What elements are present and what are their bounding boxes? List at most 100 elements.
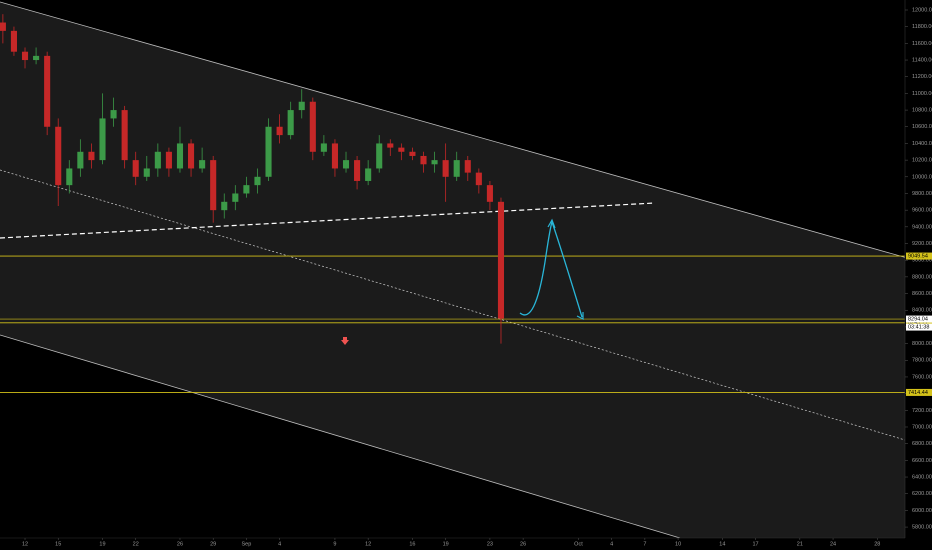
- candle-body: [420, 155, 427, 165]
- x-tick-label: 12: [365, 541, 371, 547]
- candle-body: [188, 143, 195, 169]
- y-tick-label: 6800.00: [912, 441, 932, 447]
- y-tick-label: 6000.00: [912, 508, 932, 514]
- x-tick-label: 10: [675, 541, 681, 547]
- level-tag: [906, 388, 932, 396]
- candle-body: [276, 126, 283, 136]
- y-tick-label: 5800.00: [912, 525, 932, 531]
- candle-body: [464, 160, 471, 173]
- time-axis: [0, 538, 932, 550]
- x-tick-label: 12: [22, 541, 28, 547]
- levels: [0, 255, 905, 393]
- x-tick-label: 29: [210, 541, 216, 547]
- candle-body: [243, 185, 250, 194]
- candle-body: [365, 168, 372, 181]
- x-tick-label: 4: [278, 541, 281, 547]
- trend-line: [0, 202, 656, 239]
- y-tick-label: 10600.00: [912, 124, 932, 130]
- candle-body: [354, 160, 361, 181]
- channel-upper: [0, 1, 932, 266]
- x-tick-label: 19: [443, 541, 449, 547]
- y-tick-label: 8000.00: [912, 341, 932, 347]
- x-tick-label: 19: [99, 541, 105, 547]
- candle-body: [176, 143, 184, 169]
- x-tick-label: 26: [177, 541, 183, 547]
- candle-body: [33, 55, 40, 61]
- x-tick-label: 15: [55, 541, 61, 547]
- y-tick-label: 7800.00: [912, 358, 932, 364]
- y-tick-label: 7600.00: [912, 374, 932, 380]
- y-tick-label: 6600.00: [912, 458, 932, 464]
- y-tick-label: 9600.00: [912, 208, 932, 214]
- projection-arrow: [519, 219, 583, 318]
- candle-body: [331, 143, 338, 169]
- x-tick-label: 4: [610, 541, 613, 547]
- level-tag-label: 7414.44: [908, 390, 928, 396]
- x-tick-label: Sep: [241, 541, 251, 547]
- x-tick-label: 28: [874, 541, 880, 547]
- level-tag: [906, 252, 932, 260]
- candles: [0, 14, 505, 344]
- candle-body: [44, 55, 51, 127]
- candle-body: [254, 176, 261, 186]
- level-tag-label: 9049.54: [908, 254, 928, 260]
- candle-body: [199, 160, 206, 169]
- y-tick-label: 7000.00: [912, 424, 932, 430]
- y-tick-label: 8600.00: [912, 291, 932, 297]
- candle-body: [265, 126, 272, 177]
- y-tick-label: 11200.00: [912, 74, 932, 80]
- candle-body: [298, 101, 305, 111]
- x-tick-label: 7: [643, 541, 646, 547]
- down-marker: [341, 337, 349, 345]
- candle-body: [497, 201, 505, 319]
- candle-body: [475, 172, 482, 186]
- y-tick-label: 10000.00: [912, 174, 932, 180]
- x-tick-label: 26: [520, 541, 526, 547]
- candle-body: [442, 160, 449, 177]
- x-tick-label: 9: [333, 541, 336, 547]
- arrow-head: [547, 218, 556, 229]
- channel-lower: [0, 334, 681, 539]
- price-axis: [905, 0, 932, 550]
- candle-body: [309, 101, 316, 152]
- candle-body: [121, 110, 128, 161]
- y-tick-label: 11800.00: [912, 24, 932, 30]
- candle-body: [10, 30, 17, 52]
- candle-body: [431, 160, 438, 165]
- level-tag-label: 8249.77: [908, 320, 928, 326]
- y-tick-label: 6200.00: [912, 491, 932, 497]
- y-tick-label: 6400.00: [912, 474, 932, 480]
- level-tag: [906, 319, 932, 327]
- y-tick-label: 8400.00: [912, 308, 932, 314]
- candle-body: [320, 143, 327, 152]
- candle-body: [287, 110, 294, 136]
- x-tick-label: 17: [753, 541, 759, 547]
- y-tick-label: 7200.00: [912, 408, 932, 414]
- x-tick-label: Oct: [574, 541, 583, 547]
- candle-body: [154, 151, 161, 169]
- countdown-label: 03:41:38: [908, 325, 929, 331]
- x-tick-label: 23: [487, 541, 493, 547]
- candle-body: [387, 143, 394, 148]
- candle-body: [77, 151, 84, 169]
- candle-body: [110, 110, 117, 119]
- candle-body: [453, 160, 460, 177]
- x-tick-label: 22: [133, 541, 139, 547]
- candle-body: [398, 147, 405, 152]
- y-tick-label: 10400.00: [912, 141, 932, 147]
- y-tick-label: 9800.00: [912, 191, 932, 197]
- price-tag-label: 8294.04: [908, 317, 928, 323]
- arrow-head: [576, 312, 584, 320]
- candle-body: [376, 143, 383, 169]
- candle-body: [232, 193, 239, 202]
- y-tick-label: 9400.00: [912, 224, 932, 230]
- y-tick-label: 9200.00: [912, 241, 932, 247]
- y-tick-label: 10200.00: [912, 158, 932, 164]
- candle-body: [486, 185, 493, 202]
- candle-body: [342, 160, 350, 169]
- y-tick-label: 11400.00: [912, 57, 932, 63]
- candle-body: [165, 151, 172, 169]
- channel-fill: [0, 2, 905, 538]
- candle-body: [221, 201, 228, 211]
